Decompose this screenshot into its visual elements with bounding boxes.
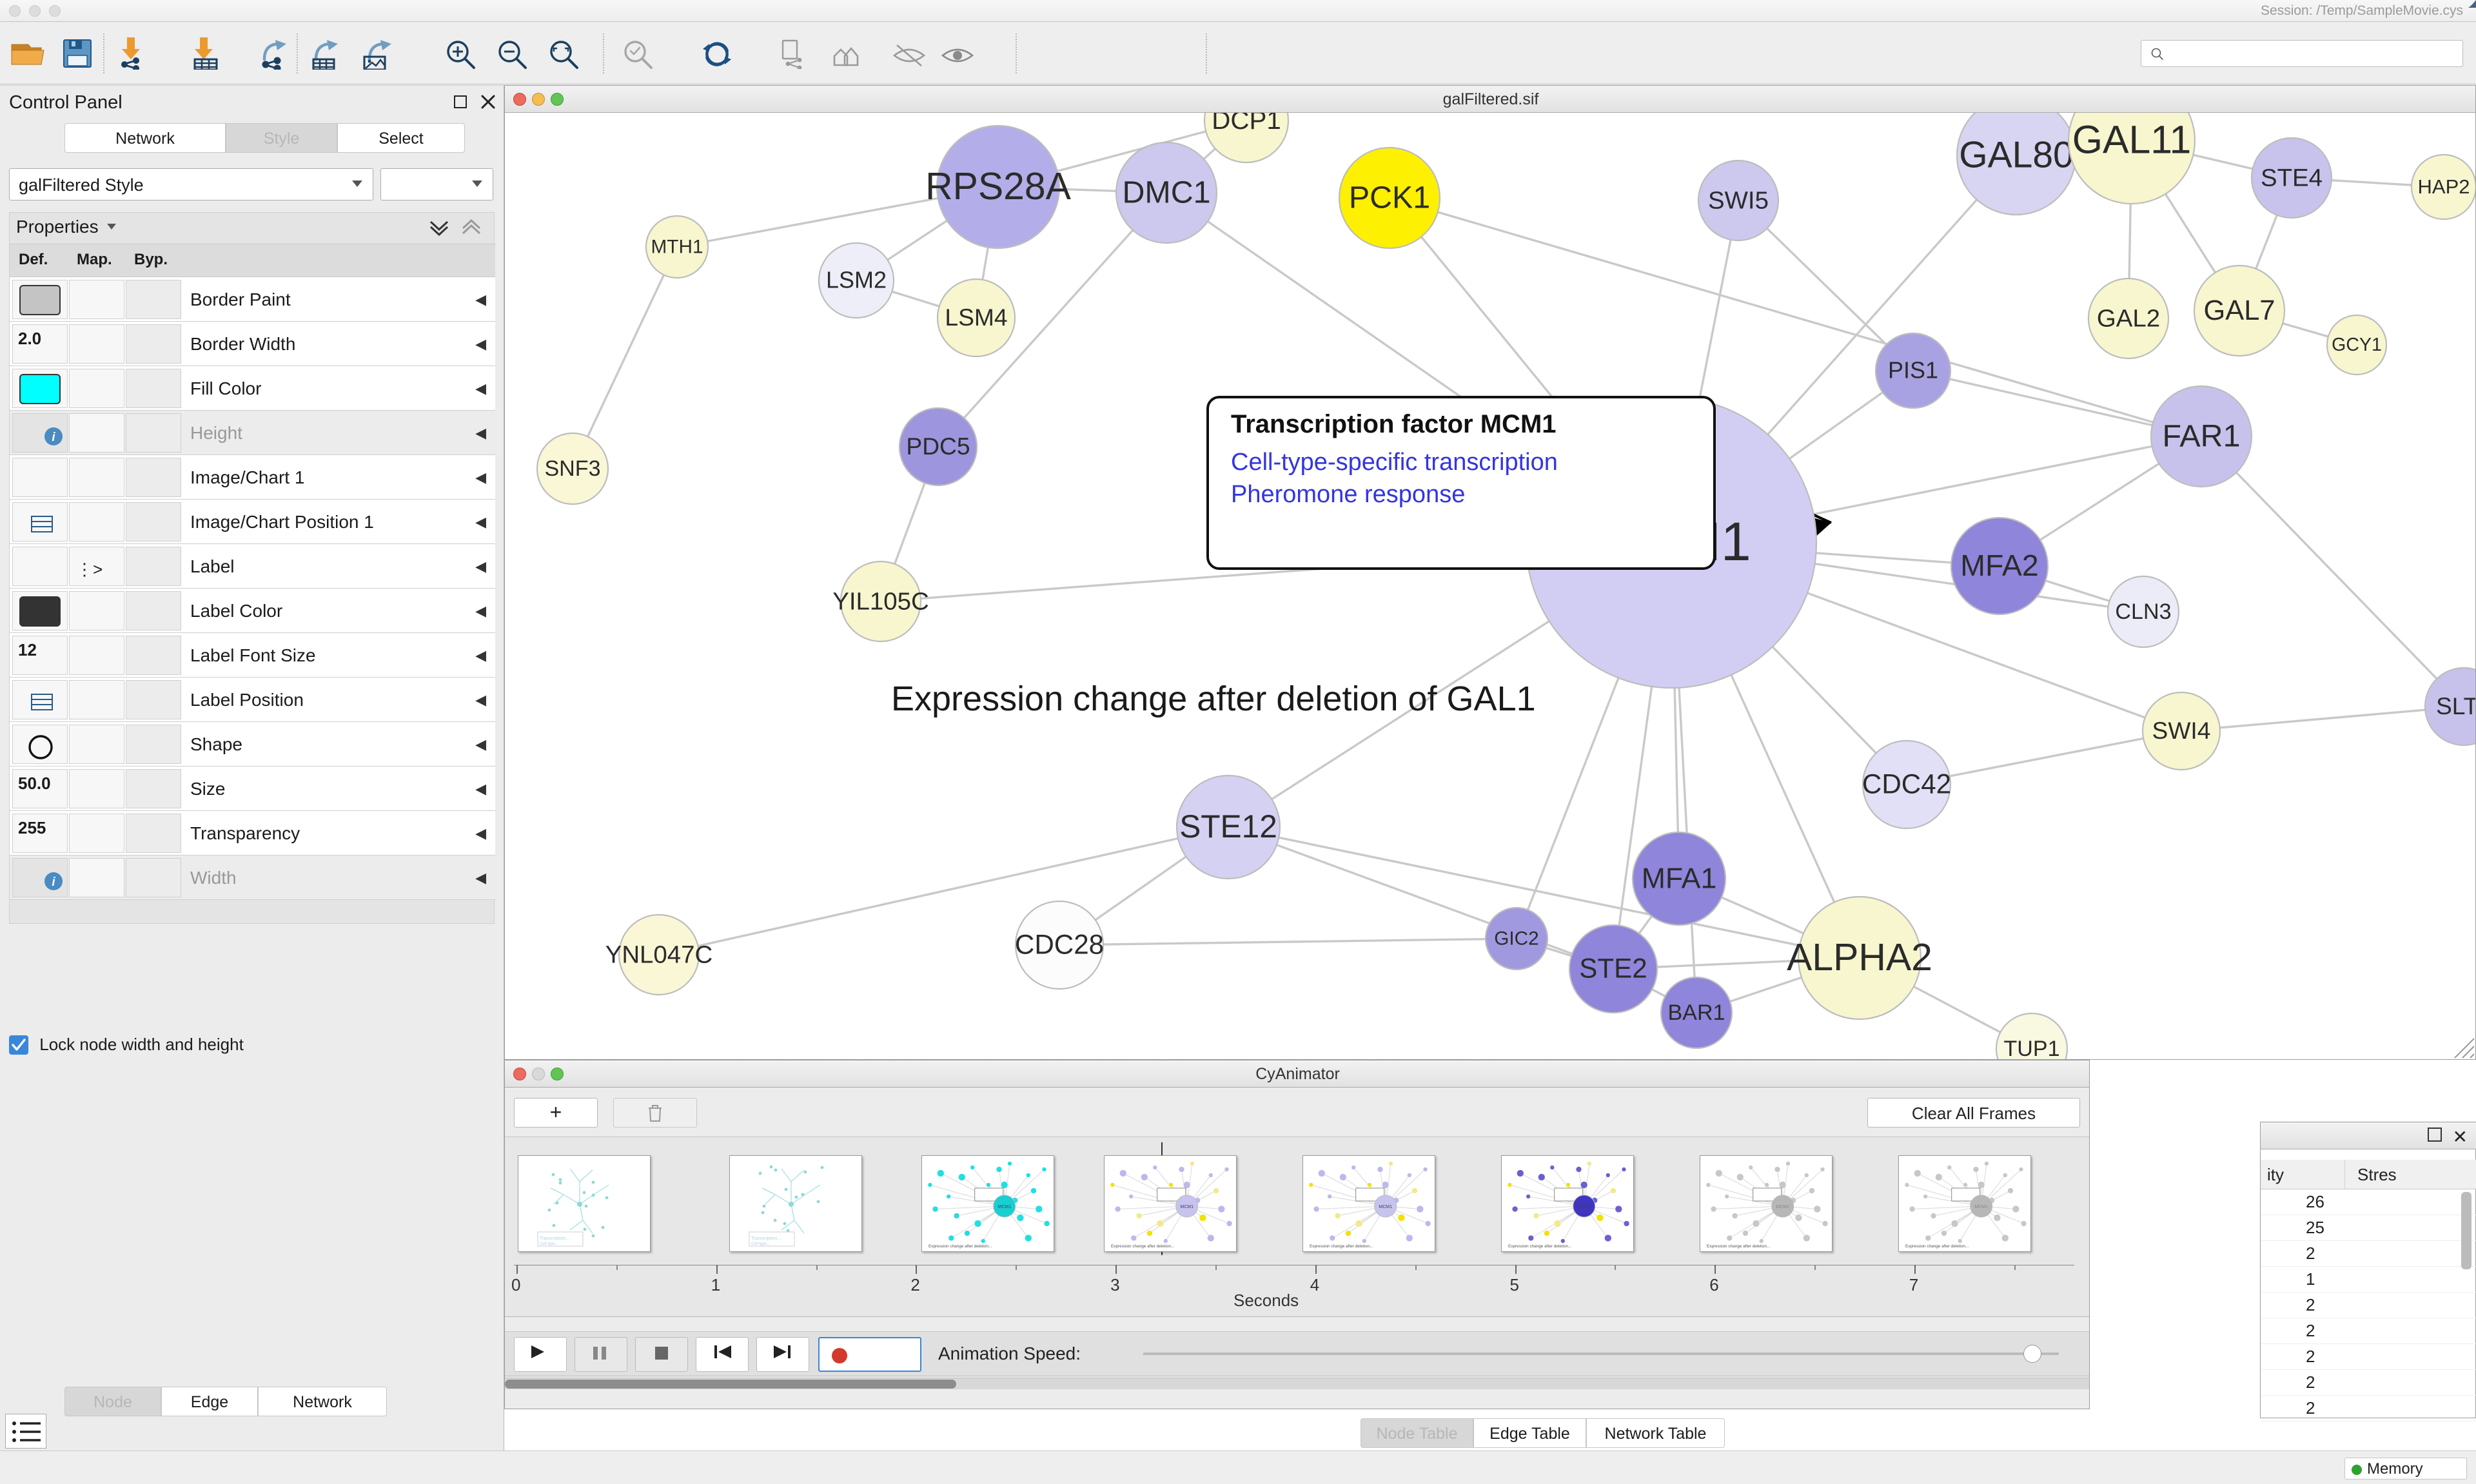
svg-text:TUP1: TUP1 — [2003, 1037, 2059, 1060]
svg-text:Expression change after deleti: Expression change after deletion... — [928, 1244, 992, 1249]
svg-text:GAL11: GAL11 — [2072, 117, 2192, 161]
svg-text:GAL7: GAL7 — [2204, 295, 2275, 326]
svg-text:STE4: STE4 — [2261, 164, 2323, 191]
svg-text:FAR1: FAR1 — [2163, 418, 2241, 453]
svg-text:CLN3: CLN3 — [2115, 600, 2171, 624]
svg-text:Expression change after deleti: Expression change after deletion... — [1310, 1244, 1373, 1249]
svg-text:i: i — [52, 431, 55, 444]
svg-text:DMC1: DMC1 — [1122, 175, 1210, 210]
svg-text:YNL047C: YNL047C — [605, 941, 713, 968]
svg-text:Cell-type...: Cell-type... — [751, 1242, 770, 1246]
svg-text:SNF3: SNF3 — [544, 456, 600, 481]
svg-text:LSM4: LSM4 — [945, 304, 1007, 331]
svg-text:SWI5: SWI5 — [1708, 186, 1769, 214]
svg-text:MTH1: MTH1 — [651, 237, 703, 258]
svg-text:PCK1: PCK1 — [1349, 180, 1430, 215]
svg-text:GAL2: GAL2 — [2097, 304, 2160, 332]
svg-text:MFA2: MFA2 — [1960, 549, 2038, 582]
svg-text:MCM1: MCM1 — [1776, 1205, 1789, 1209]
svg-text:PDC5: PDC5 — [906, 433, 970, 460]
svg-text:MCM1: MCM1 — [1577, 1205, 1591, 1209]
svg-text:Cell-type...: Cell-type... — [540, 1242, 558, 1246]
svg-text:SWI4: SWI4 — [2152, 717, 2211, 744]
svg-text:Expression change after deleti: Expression change after deletion... — [1707, 1244, 1771, 1249]
svg-text:CDC28: CDC28 — [1015, 929, 1104, 959]
svg-text:Expression change after deleti: Expression change after deletion... — [1111, 1244, 1175, 1249]
svg-text:Expression change after deleti: Expression change after deletion... — [1905, 1244, 1969, 1249]
svg-text:DCP1: DCP1 — [1212, 113, 1281, 135]
svg-text:STE2: STE2 — [1579, 953, 1647, 983]
svg-text:RPS28A: RPS28A — [925, 166, 1072, 208]
svg-text:Transcription...: Transcription... — [751, 1236, 781, 1241]
svg-text:CDC42: CDC42 — [1862, 768, 1951, 799]
svg-text:GCY1: GCY1 — [2332, 335, 2382, 355]
svg-text:PIS1: PIS1 — [1888, 357, 1938, 384]
svg-text:i: i — [52, 875, 55, 889]
svg-text:LSM2: LSM2 — [826, 267, 887, 293]
svg-text:MCM1: MCM1 — [1180, 1205, 1194, 1209]
svg-text:SLT2: SLT2 — [2436, 692, 2476, 719]
svg-text:ALPHA2: ALPHA2 — [1787, 937, 1932, 979]
svg-text:MFA1: MFA1 — [1642, 863, 1717, 894]
svg-text:YIL105C: YIL105C — [832, 587, 929, 615]
svg-text:MCM1: MCM1 — [1379, 1205, 1392, 1209]
svg-text:Transcription...: Transcription... — [540, 1236, 569, 1241]
svg-text:Expression change after deleti: Expression change after deletion... — [1508, 1244, 1572, 1249]
svg-text:GIC2: GIC2 — [1494, 928, 1538, 950]
svg-text:MCM1: MCM1 — [997, 1205, 1011, 1209]
svg-text:HAP2: HAP2 — [2418, 175, 2470, 198]
svg-text:MCM1: MCM1 — [1974, 1205, 1988, 1209]
svg-text:GAL80: GAL80 — [1959, 134, 2074, 175]
svg-text:BAR1: BAR1 — [1667, 1001, 1725, 1025]
svg-text:STE12: STE12 — [1179, 808, 1277, 845]
